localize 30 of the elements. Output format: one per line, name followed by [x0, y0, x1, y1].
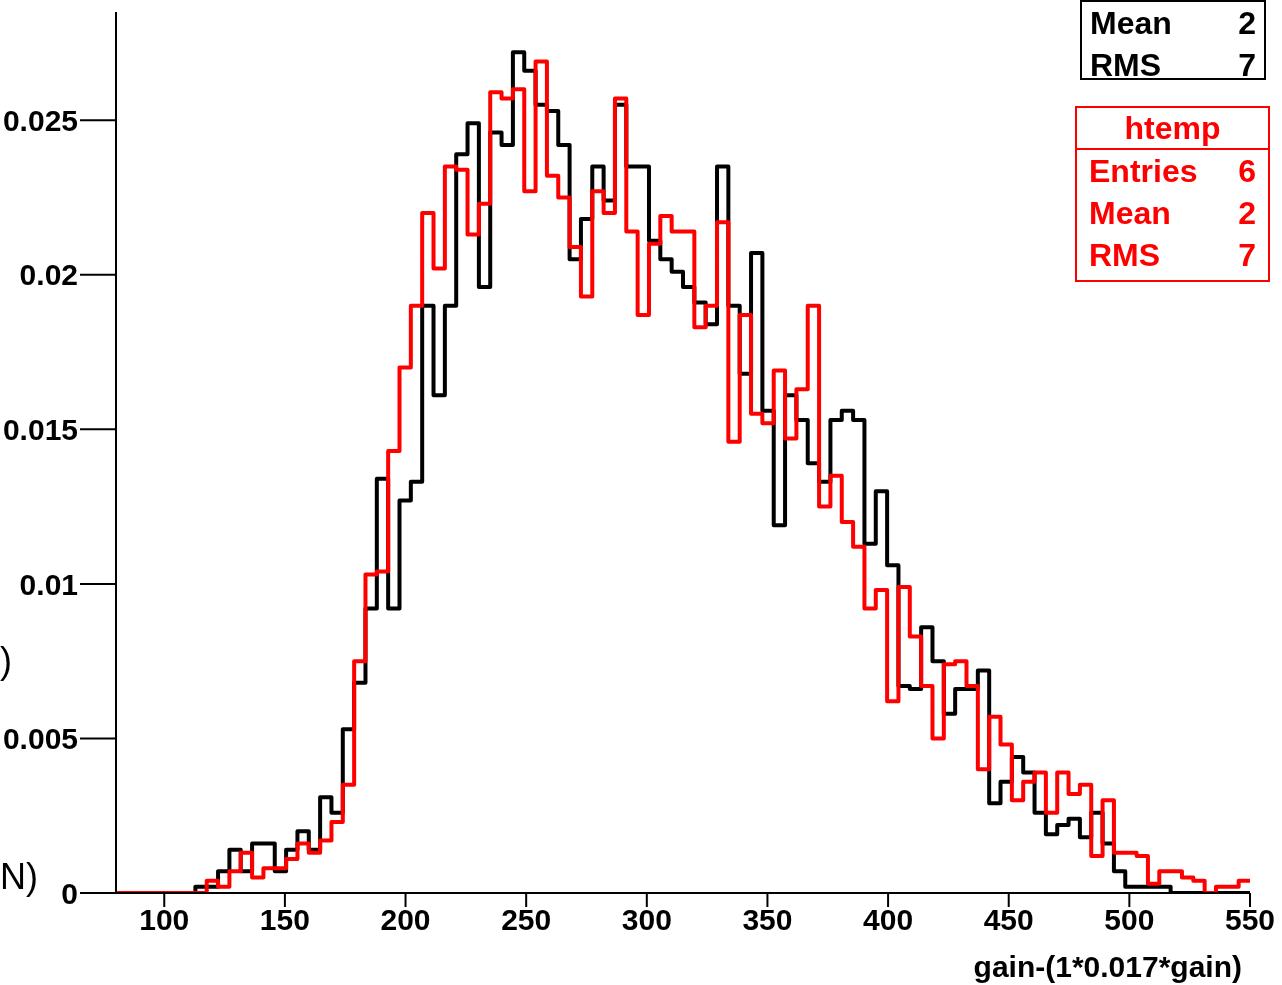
x-tick-label: 450	[983, 903, 1034, 937]
x-tick-label: 200	[380, 903, 431, 937]
x-tick-label: 550	[1224, 903, 1276, 937]
y-tick-label: 0.005	[2, 722, 78, 756]
x-tick-label: 150	[259, 903, 310, 937]
x-tick-label: 400	[863, 903, 914, 937]
x-tick-label: 300	[621, 903, 672, 937]
y-tick-label: 0	[61, 876, 78, 910]
annotation: 7	[1238, 236, 1256, 275]
text: )	[0, 640, 12, 682]
annotation: 7	[1238, 46, 1256, 85]
annotation: Mean	[1090, 4, 1172, 43]
annotation: RMS	[1089, 236, 1161, 275]
x-tick-label: 100	[139, 903, 190, 937]
x-axis-title: gain-(1*0.017*gain)	[973, 950, 1242, 983]
x-tick-label: 250	[501, 903, 552, 937]
annotation: 6	[1238, 152, 1256, 191]
y-tick-label: 0.015	[2, 412, 78, 446]
annotation: htemp	[1077, 108, 1268, 150]
annotation: RMS	[1090, 46, 1162, 85]
y-tick-label: 0.01	[19, 567, 78, 601]
annotation: 2	[1238, 194, 1256, 233]
x-tick-label: 500	[1104, 903, 1155, 937]
y-tick-label: 0.02	[19, 258, 78, 292]
text: N)	[0, 856, 38, 898]
annotation: 2	[1238, 4, 1256, 43]
x-tick-label: 350	[742, 903, 793, 937]
y-tick-label: 0.025	[2, 103, 78, 137]
annotation: Entries	[1089, 152, 1198, 191]
annotation: Mean	[1089, 194, 1171, 233]
